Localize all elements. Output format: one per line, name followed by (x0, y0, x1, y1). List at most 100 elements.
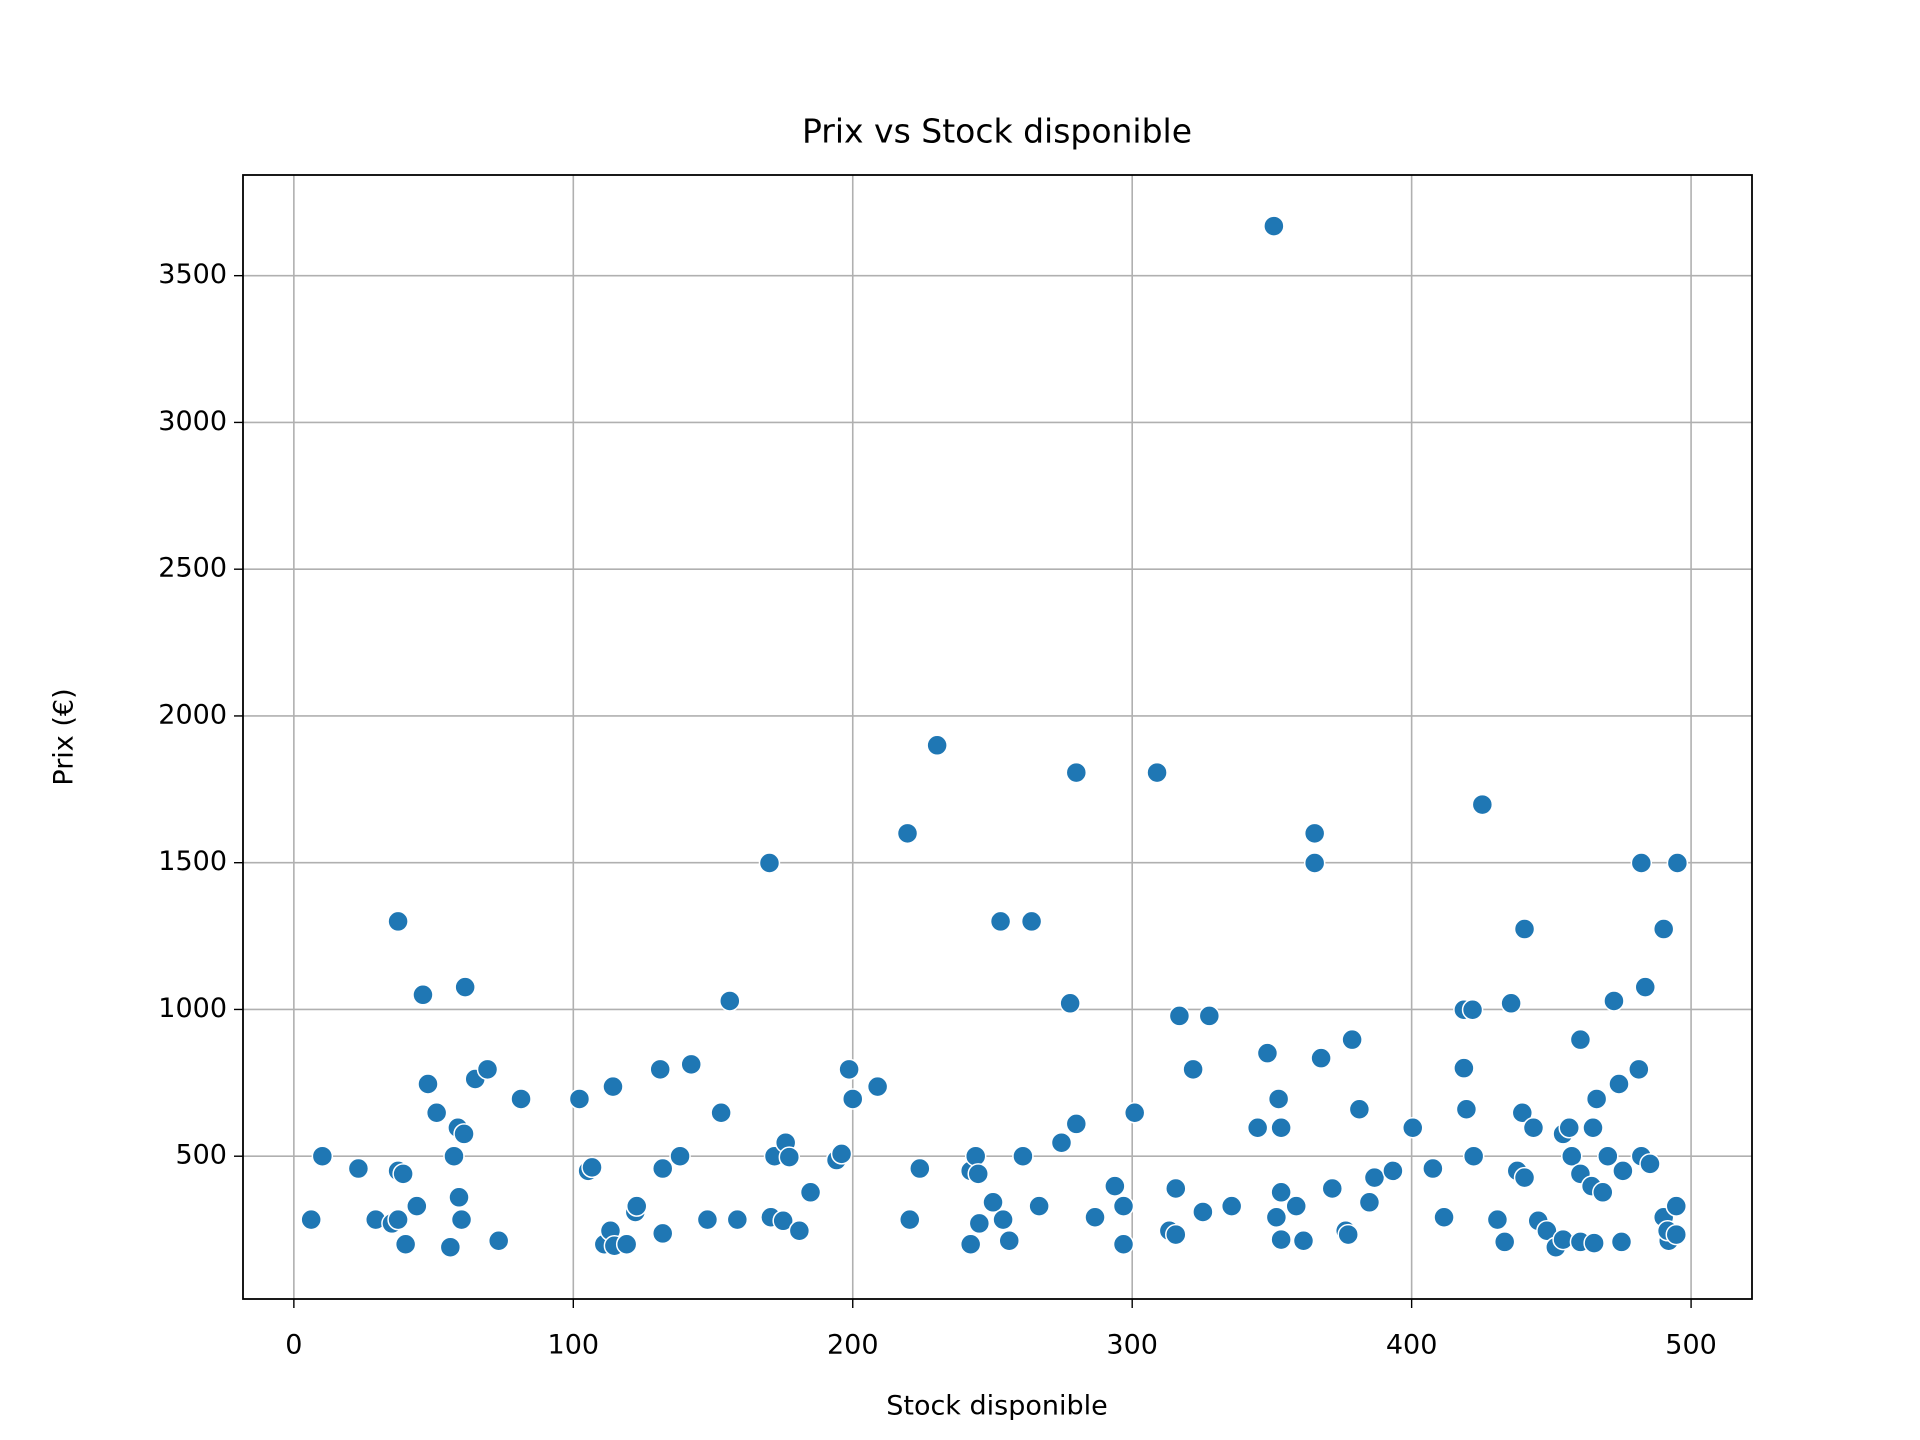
point (347, 1157, 370, 1180)
point (1610, 1231, 1633, 1253)
y-tick-label: 3000 (158, 406, 227, 437)
point (510, 1088, 532, 1110)
point (602, 1075, 624, 1098)
y-tick-label: 3500 (158, 259, 227, 290)
point (1522, 1116, 1545, 1139)
point (1341, 1028, 1363, 1051)
point (1422, 1157, 1444, 1180)
point (1220, 1195, 1243, 1217)
point (1558, 1116, 1580, 1139)
point (1123, 1102, 1146, 1124)
point (453, 1123, 475, 1145)
point (1536, 1220, 1558, 1242)
point (1628, 1058, 1650, 1081)
point (1665, 1195, 1688, 1217)
point (989, 910, 1012, 933)
point (1511, 1102, 1534, 1124)
point (1192, 1201, 1214, 1223)
point (454, 976, 476, 998)
point (487, 1229, 510, 1252)
point (1146, 761, 1168, 784)
point (669, 1145, 691, 1167)
point (1292, 1229, 1315, 1252)
point (758, 852, 781, 874)
point (651, 1222, 674, 1245)
point (1561, 1145, 1583, 1167)
point (1084, 1206, 1106, 1229)
point (1363, 1166, 1386, 1189)
point (581, 1156, 603, 1179)
point (1065, 1113, 1088, 1135)
point (1493, 1231, 1516, 1253)
point (830, 1143, 853, 1165)
point (311, 1145, 334, 1167)
point (838, 1058, 860, 1081)
point (1265, 1206, 1288, 1229)
point (1585, 1088, 1608, 1110)
point (1453, 1057, 1475, 1079)
point (1270, 1116, 1292, 1139)
point (1582, 1116, 1604, 1139)
point (1634, 976, 1657, 998)
x-tick-label: 200 (827, 1330, 879, 1361)
point (615, 1233, 638, 1256)
point (406, 1195, 428, 1217)
point (1059, 992, 1081, 1015)
x-tick-label: 400 (1386, 1330, 1438, 1361)
point (1462, 1145, 1485, 1167)
point (1028, 1195, 1050, 1217)
point (1455, 1098, 1478, 1120)
y-tick-label: 1500 (158, 846, 227, 877)
point (1270, 1228, 1292, 1251)
point (1112, 1233, 1135, 1256)
point (1486, 1208, 1509, 1231)
point (1065, 761, 1088, 784)
x-tick-label: 100 (548, 1330, 600, 1361)
point (992, 1208, 1014, 1231)
point (425, 1102, 448, 1124)
point (651, 1157, 674, 1180)
point (1104, 1175, 1126, 1197)
point (778, 1146, 801, 1168)
point (1348, 1098, 1371, 1120)
point (959, 1233, 982, 1256)
point (1639, 1153, 1661, 1175)
point (1630, 852, 1653, 874)
y-tick-label: 1000 (158, 993, 227, 1024)
point (1321, 1177, 1344, 1200)
point (1303, 822, 1326, 845)
point (1020, 910, 1043, 933)
point (450, 1208, 473, 1231)
point (710, 1102, 732, 1124)
point (1256, 1042, 1279, 1064)
point (649, 1058, 671, 1081)
point (412, 984, 434, 1006)
point (1500, 992, 1522, 1015)
plot-frame (242, 174, 1753, 1300)
chart-title: Prix vs Stock disponible (802, 112, 1192, 151)
point (394, 1233, 417, 1256)
point (1246, 1116, 1269, 1139)
point (1050, 1131, 1073, 1154)
point (726, 1208, 749, 1231)
point (719, 990, 741, 1012)
point (1597, 1145, 1619, 1167)
point (899, 1208, 921, 1231)
point (772, 1210, 794, 1232)
point (1608, 1073, 1630, 1095)
point (788, 1220, 811, 1242)
point (964, 1145, 987, 1167)
point (1270, 1181, 1292, 1204)
point (1513, 918, 1536, 940)
point (1471, 793, 1494, 816)
point (417, 1073, 439, 1095)
point (300, 1208, 322, 1231)
point (799, 1181, 822, 1204)
point (1198, 1005, 1221, 1027)
point (387, 910, 409, 933)
point (982, 1191, 1004, 1214)
point (1358, 1191, 1381, 1214)
point (1112, 1195, 1135, 1217)
